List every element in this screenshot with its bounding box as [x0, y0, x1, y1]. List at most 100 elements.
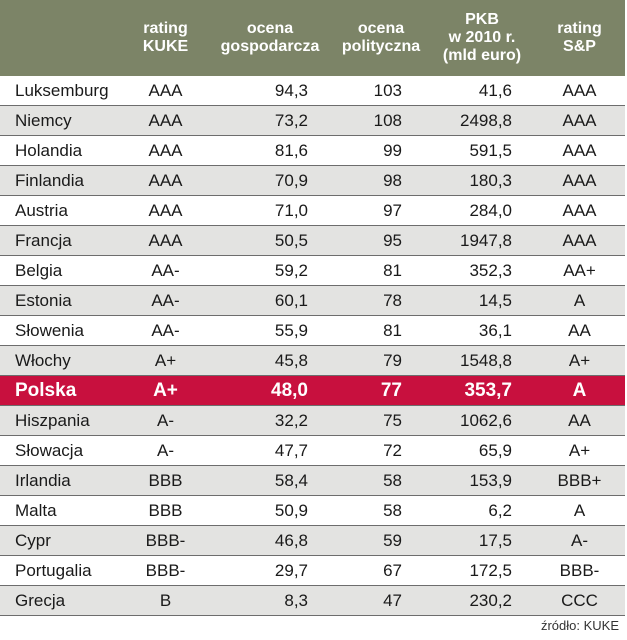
table-row: Włochy A+ 45,8 79 1548,8 A+	[0, 345, 625, 376]
cell-rating-kuke: A+	[123, 375, 208, 406]
cell-ocena-polityczna: 78	[332, 285, 430, 316]
table-row: Niemcy AAA 73,2 108 2498,8 AAA	[0, 105, 625, 136]
cell-country: Polska	[0, 375, 123, 406]
table-row: Luksemburg AAA 94,3 103 41,6 AAA	[0, 76, 625, 106]
cell-rating-kuke: A+	[123, 345, 208, 376]
cell-ocena-gospodarcza: 50,5	[208, 225, 332, 256]
table-row: Finlandia AAA 70,9 98 180,3 AAA	[0, 165, 625, 196]
cell-rating-kuke: A-	[123, 435, 208, 466]
cell-ocena-polityczna: 95	[332, 225, 430, 256]
cell-ocena-gospodarcza: 59,2	[208, 255, 332, 286]
cell-rating-kuke: AAA	[123, 225, 208, 256]
table-row: Irlandia BBB 58,4 58 153,9 BBB+	[0, 465, 625, 496]
cell-rating-sp: AAA	[534, 135, 625, 166]
cell-rating-sp: AA	[534, 315, 625, 346]
cell-ocena-gospodarcza: 70,9	[208, 165, 332, 196]
header-pkb: PKB w 2010 r. (mld euro)	[430, 0, 534, 76]
cell-ocena-gospodarcza: 94,3	[208, 76, 332, 106]
ratings-table-container: rating KUKE ocena gospodarcza ocena poli…	[0, 0, 625, 616]
cell-ocena-gospodarcza: 29,7	[208, 555, 332, 586]
cell-pkb: 353,7	[430, 375, 534, 406]
cell-pkb: 65,9	[430, 435, 534, 466]
cell-ocena-polityczna: 59	[332, 525, 430, 556]
table-body: Luksemburg AAA 94,3 103 41,6 AAA Niemcy AAA 73,2…	[0, 76, 625, 616]
cell-country: Cypr	[0, 525, 123, 556]
cell-ocena-polityczna: 75	[332, 405, 430, 436]
cell-country: Luksemburg	[0, 76, 123, 106]
cell-rating-sp: A	[534, 495, 625, 526]
cell-pkb: 1947,8	[430, 225, 534, 256]
cell-pkb: 14,5	[430, 285, 534, 316]
cell-country: Estonia	[0, 285, 123, 316]
cell-ocena-polityczna: 58	[332, 465, 430, 496]
table-row: Cypr BBB- 46,8 59 17,5 A-	[0, 525, 625, 556]
cell-ocena-polityczna: 67	[332, 555, 430, 586]
cell-rating-kuke: AAA	[123, 195, 208, 226]
cell-country: Grecja	[0, 585, 123, 616]
cell-pkb: 284,0	[430, 195, 534, 226]
table-row: Belgia AA- 59,2 81 352,3 AA+	[0, 255, 625, 286]
cell-ocena-polityczna: 81	[332, 255, 430, 286]
header-rating-sp: rating S&P	[534, 0, 625, 76]
cell-country: Włochy	[0, 345, 123, 376]
cell-ocena-polityczna: 99	[332, 135, 430, 166]
cell-pkb: 1548,8	[430, 345, 534, 376]
cell-ocena-gospodarcza: 81,6	[208, 135, 332, 166]
cell-rating-sp: AA+	[534, 255, 625, 286]
cell-rating-sp: AA	[534, 405, 625, 436]
cell-rating-kuke: AAA	[123, 165, 208, 196]
cell-ocena-polityczna: 108	[332, 105, 430, 136]
cell-rating-kuke: BBB-	[123, 555, 208, 586]
cell-ocena-gospodarcza: 46,8	[208, 525, 332, 556]
cell-country: Belgia	[0, 255, 123, 286]
cell-ocena-polityczna: 98	[332, 165, 430, 196]
cell-rating-kuke: BBB	[123, 495, 208, 526]
cell-rating-sp: AAA	[534, 105, 625, 136]
cell-ocena-polityczna: 47	[332, 585, 430, 616]
cell-country: Holandia	[0, 135, 123, 166]
cell-pkb: 153,9	[430, 465, 534, 496]
cell-pkb: 180,3	[430, 165, 534, 196]
cell-ocena-gospodarcza: 55,9	[208, 315, 332, 346]
cell-rating-kuke: AAA	[123, 135, 208, 166]
table-row: Słowenia AA- 55,9 81 36,1 AA	[0, 315, 625, 346]
cell-country: Niemcy	[0, 105, 123, 136]
ratings-table: rating KUKE ocena gospodarcza ocena poli…	[0, 0, 625, 616]
table-row: Portugalia BBB- 29,7 67 172,5 BBB-	[0, 555, 625, 586]
table-row: Francja AAA 50,5 95 1947,8 AAA	[0, 225, 625, 256]
cell-rating-sp: CCC	[534, 585, 625, 616]
table-row: Estonia AA- 60,1 78 14,5 A	[0, 285, 625, 316]
cell-ocena-polityczna: 72	[332, 435, 430, 466]
cell-pkb: 6,2	[430, 495, 534, 526]
table-row-highlighted: Polska A+ 48,0 77 353,7 A	[0, 375, 625, 406]
cell-pkb: 36,1	[430, 315, 534, 346]
cell-rating-kuke: AA-	[123, 285, 208, 316]
cell-rating-kuke: A-	[123, 405, 208, 436]
cell-rating-sp: AAA	[534, 76, 625, 106]
cell-ocena-gospodarcza: 48,0	[208, 375, 332, 406]
cell-country: Finlandia	[0, 165, 123, 196]
cell-ocena-gospodarcza: 58,4	[208, 465, 332, 496]
header-country	[0, 0, 123, 76]
cell-ocena-polityczna: 58	[332, 495, 430, 526]
header-ocena-polityczna: ocena polityczna	[332, 0, 430, 76]
cell-country: Francja	[0, 225, 123, 256]
cell-country: Słowacja	[0, 435, 123, 466]
cell-rating-kuke: AA-	[123, 255, 208, 286]
cell-pkb: 17,5	[430, 525, 534, 556]
cell-ocena-gospodarcza: 32,2	[208, 405, 332, 436]
table-row: Grecja B 8,3 47 230,2 CCC	[0, 585, 625, 616]
table-row: Słowacja A- 47,7 72 65,9 A+	[0, 435, 625, 466]
cell-rating-sp: A+	[534, 435, 625, 466]
cell-ocena-polityczna: 79	[332, 345, 430, 376]
source-note: źródło: KUKE	[540, 618, 619, 633]
header-rating-kuke: rating KUKE	[123, 0, 208, 76]
cell-pkb: 1062,6	[430, 405, 534, 436]
table-row: Malta BBB 50,9 58 6,2 A	[0, 495, 625, 526]
cell-rating-kuke: BBB	[123, 465, 208, 496]
cell-country: Austria	[0, 195, 123, 226]
table-row: Austria AAA 71,0 97 284,0 AAA	[0, 195, 625, 226]
cell-ocena-polityczna: 81	[332, 315, 430, 346]
cell-rating-sp: AAA	[534, 195, 625, 226]
cell-rating-sp: AAA	[534, 225, 625, 256]
